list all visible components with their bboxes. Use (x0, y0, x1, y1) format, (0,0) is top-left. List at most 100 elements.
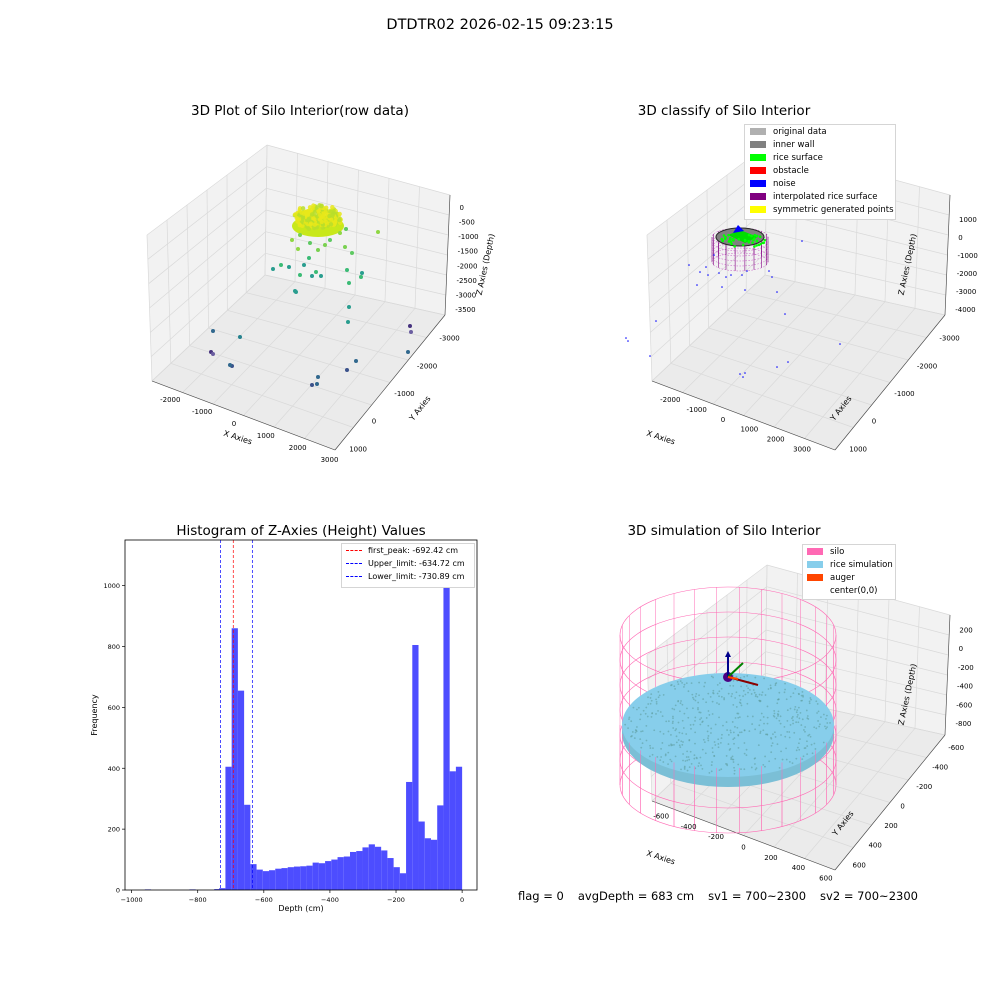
surface-point (295, 216, 299, 220)
rice-point (768, 760, 770, 762)
rice-surface-point (753, 237, 756, 240)
rice-point (815, 727, 817, 729)
rice-point (660, 748, 662, 750)
rice-point (798, 749, 800, 751)
rice-point (636, 726, 638, 728)
y-tick-label: 1000 (349, 445, 367, 453)
x-tick-label: 400 (792, 864, 805, 872)
rice-point (693, 758, 695, 760)
data-point (350, 251, 354, 255)
histogram-bar (369, 844, 375, 890)
rice-point (710, 728, 712, 730)
rice-point (792, 723, 794, 725)
rice-surface-point (731, 238, 734, 241)
rice-point (705, 752, 707, 754)
data-point (271, 267, 275, 271)
data-point (347, 281, 351, 285)
rice-point (739, 701, 741, 703)
y-tick-label: 400 (868, 842, 881, 850)
rice-point (687, 770, 689, 772)
noise-point (627, 340, 629, 342)
surface-point (329, 222, 333, 226)
rice-point (728, 734, 730, 736)
rice-point (659, 759, 661, 761)
rice-point (746, 754, 748, 756)
rice-point (736, 727, 738, 729)
rice-point (687, 717, 689, 719)
y-tick-label: 0 (900, 803, 904, 811)
surface-point (298, 223, 302, 227)
data-point (310, 383, 314, 387)
rice-point (786, 698, 788, 700)
z-tick-label: -800 (956, 720, 972, 728)
rice-point (732, 685, 734, 687)
rice-point (799, 738, 801, 740)
histogram-bar (437, 805, 443, 890)
y-tick-label: 0 (116, 887, 120, 895)
legend-entry: rice simulation (803, 558, 895, 571)
sv1-text: sv1 = 700~2300 (708, 889, 806, 903)
surface-point (319, 204, 323, 208)
rice-point (707, 731, 709, 733)
rice-point (762, 729, 764, 731)
rice-point (695, 700, 697, 702)
legend-entry: center(0,0) (803, 584, 895, 597)
rice-point (703, 686, 705, 688)
rice-point (719, 682, 721, 684)
histogram-chart: −1000 −800 −600 −400 −200 0 02004006008001000… (80, 535, 500, 920)
flag-text: flag = 0 (518, 889, 564, 903)
rice-point (731, 695, 733, 697)
rice-point (747, 692, 749, 694)
rice-point (775, 736, 777, 738)
rice-point (656, 701, 658, 703)
x-tick-label: 2000 (767, 436, 785, 444)
rice-point (712, 690, 714, 692)
rice-point (707, 737, 709, 739)
rice-point (660, 711, 662, 713)
rice-point (826, 722, 828, 724)
surface-point (337, 218, 341, 222)
x-tick-label: 1000 (740, 426, 758, 434)
rice-point (741, 705, 743, 707)
rice-point (798, 693, 800, 695)
legend-label: symmetric generated points (773, 205, 894, 215)
rice-point (778, 710, 780, 712)
rice-point (738, 747, 740, 749)
rice-point (754, 757, 756, 759)
x-tick-label: 0 (741, 844, 745, 852)
rice-point (729, 748, 731, 750)
rice-point (780, 750, 782, 752)
legend-swatch (750, 193, 766, 200)
data-point (279, 263, 283, 267)
rice-point (675, 755, 677, 757)
rice-point (770, 684, 772, 686)
rice-point (790, 708, 792, 710)
histogram-bar (269, 870, 275, 890)
rice-point (694, 717, 696, 719)
rice-point (818, 726, 820, 728)
x-axis-label: X Axies (645, 849, 676, 867)
legend-label: Upper_limit: -634.72 cm (368, 559, 465, 568)
rice-point (731, 693, 733, 695)
rice-point (662, 715, 664, 717)
rice-point (698, 694, 700, 696)
rice-point (684, 713, 686, 715)
rice-point (759, 694, 761, 696)
rice-point (762, 691, 764, 693)
raw-3d-plot: -2000-1000010002000300010000-1000-2000-3… (0, 125, 500, 465)
rice-point (796, 749, 798, 751)
rice-point (779, 767, 781, 769)
rice-point (652, 747, 654, 749)
rice-point (737, 735, 739, 737)
noise-point (730, 274, 732, 276)
rice-point (790, 724, 792, 726)
rice-point (744, 694, 746, 696)
rice-point (688, 690, 690, 692)
x-tick-label: −1000 (121, 896, 143, 904)
rice-point (791, 717, 793, 719)
rice-point (635, 732, 637, 734)
rice-point (795, 758, 797, 760)
y-tick-label: 0 (372, 418, 376, 426)
rice-point (628, 718, 630, 720)
rice-point (812, 752, 814, 754)
